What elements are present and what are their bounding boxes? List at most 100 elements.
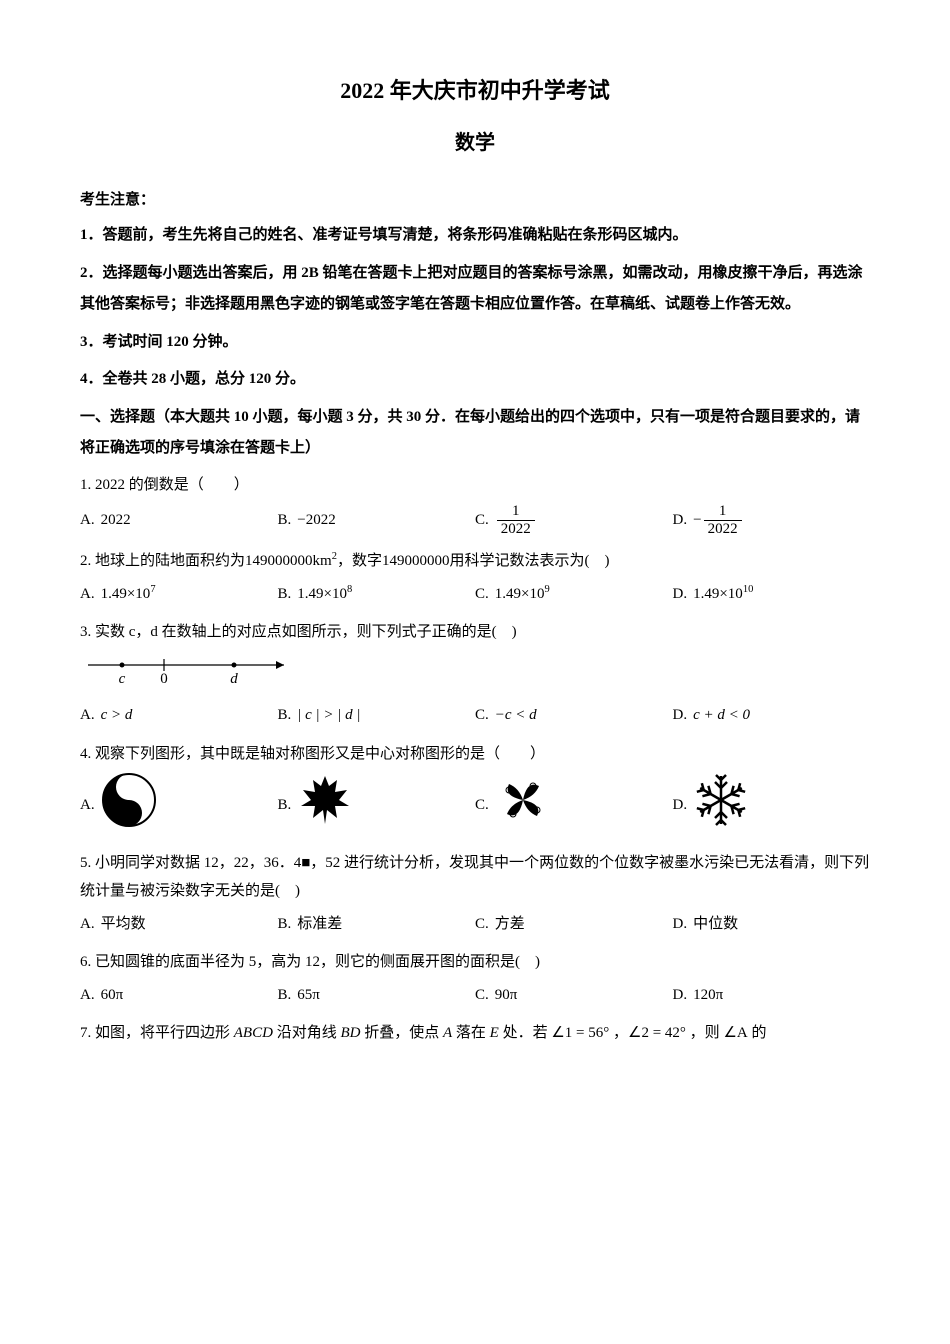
question-options: A.平均数 B.标准差 C.方差 D.中位数 [80,910,870,939]
option-b: B. 1.49×108 [278,580,476,609]
stem-text: 149000000km [245,553,332,569]
option-label: B. [278,910,292,939]
option-c: C. −c < d [475,701,673,730]
stem-text: E [490,1025,499,1041]
option-a: A.平均数 [80,910,278,939]
option-b: B. | c | > | d | [278,701,476,730]
option-d: D. c + d < 0 [673,701,871,730]
option-a: A. c > d [80,701,278,730]
option-text: c + d < 0 [693,701,750,730]
fraction-den: 2022 [704,521,742,538]
option-label: D. [673,580,688,609]
option-text: 标准差 [297,910,342,939]
option-text: 平均数 [101,910,146,939]
option-label: B. [278,580,292,609]
option-text: 1.49×108 [297,580,352,609]
option-text: 方差 [495,910,525,939]
question-stem: 6. 已知圆锥的底面半径为 5，高为 12，则它的侧面展开图的面积是( ) [80,948,870,977]
notice-item: 3．考试时间 120 分钟。 [80,327,870,359]
question-options: A. B. C. [80,772,870,839]
option-a: A. 1.49×107 [80,580,278,609]
stem-text: 处．若 [499,1025,552,1041]
pinwheel-icon [495,772,551,839]
question-stem: 1. 2022 的倒数是（ ） [80,471,870,500]
stem-text: ABCD [234,1025,273,1041]
option-label: C. [475,910,489,939]
option-label: D. [673,791,688,820]
maple-leaf-icon [297,772,353,839]
option-label: D. [673,981,688,1010]
option-text: 中位数 [693,910,738,939]
option-label: B. [278,506,292,535]
stem-text: A [443,1025,452,1041]
stem-text: 149000000 [382,553,450,569]
stem-text: ，则 [686,1025,724,1041]
option-d: D. − 1 2022 [673,503,871,537]
option-c: C. 1.49×109 [475,580,673,609]
fraction-num: 1 [704,503,742,521]
option-text: 90π [495,981,518,1010]
option-label: D. [673,701,688,730]
option-a: A. [80,772,278,839]
stem-text: ∠2 = 42° [628,1025,686,1041]
option-label: A. [80,701,95,730]
option-label: B. [278,701,292,730]
notice-item: 2．选择题每小题选出答案后，用 2B 铅笔在答题卡上把对应题目的答案标号涂黑，如… [80,258,870,321]
stem-text: 7. 如图，将平行四边形 [80,1025,234,1041]
question-options: A. 2022 B. −2022 C. 1 2022 D. − 1 2022 [80,503,870,537]
option-label: D. [673,506,688,535]
question-stem: 2. 地球上的陆地面积约为149000000km2，数字149000000用科学… [80,547,870,576]
notice-item: 4．全卷共 28 小题，总分 120 分。 [80,364,870,396]
option-b: B. [278,772,476,839]
option-d: D.120π [673,981,871,1010]
option-label: B. [278,981,292,1010]
svg-text:d: d [230,671,238,687]
option-label: C. [475,506,489,535]
option-d: D. [673,772,871,839]
fraction-den: 2022 [497,521,535,538]
section-heading: 一、选择题（本大题共 10 小题，每小题 3 分，共 30 分．在每小题给出的四… [80,402,870,465]
number-line-figure: c 0 d [84,653,870,698]
stem-text: 2. 地球上的陆地面积约为 [80,553,245,569]
snowflake-icon [693,772,749,839]
yinyang-icon [101,772,157,839]
stem-text: ∠A [723,1025,747,1041]
option-label: C. [475,791,489,820]
option-c: C.90π [475,981,673,1010]
option-label: A. [80,580,95,609]
option-d: D.中位数 [673,910,871,939]
option-c: C. 1 2022 [475,503,673,537]
question-options: A.60π B.65π C.90π D.120π [80,981,870,1010]
option-label: D. [673,910,688,939]
fraction: 1 2022 [704,503,742,537]
exam-title: 2022 年大庆市初中升学考试 [80,70,870,112]
notice-item: 1．答题前，考生先将自己的姓名、准考证号填写清楚，将条形码准确粘贴在条形码区城内… [80,220,870,252]
question-stem: 3. 实数 c，d 在数轴上的对应点如图所示，则下列式子正确的是( ) [80,618,870,647]
stem-text: ∠1 = 56° [551,1025,609,1041]
option-text: −c < d [495,701,537,730]
option-label: B. [278,791,292,820]
option-d: D. 1.49×1010 [673,580,871,609]
option-text: 2022 [101,506,131,535]
stem-text: ， [609,1025,628,1041]
option-label: C. [475,701,489,730]
fraction: 1 2022 [497,503,535,537]
option-text: 120π [693,981,723,1010]
notice-heading: 考生注意： [80,186,870,215]
option-b: B.65π [278,981,476,1010]
stem-text: 的 [748,1025,767,1041]
minus-sign: − [693,506,701,535]
svg-text:0: 0 [160,671,168,687]
stem-text: ，数字 [337,553,382,569]
stem-text: 落在 [452,1025,490,1041]
svg-text:c: c [119,671,126,687]
option-label: C. [475,580,489,609]
option-b: B. −2022 [278,506,476,535]
option-label: A. [80,981,95,1010]
fraction-num: 1 [497,503,535,521]
question-stem: 5. 小明同学对数据 12，22，36．4■，52 进行统计分析，发现其中一个两… [80,849,870,906]
stem-text: BD [340,1025,360,1041]
question-options: A. c > d B. | c | > | d | C. −c < d D. c… [80,701,870,730]
question-stem: 4. 观察下列图形，其中既是轴对称图形又是中心对称图形的是（ ） [80,740,870,769]
option-text: 65π [297,981,320,1010]
